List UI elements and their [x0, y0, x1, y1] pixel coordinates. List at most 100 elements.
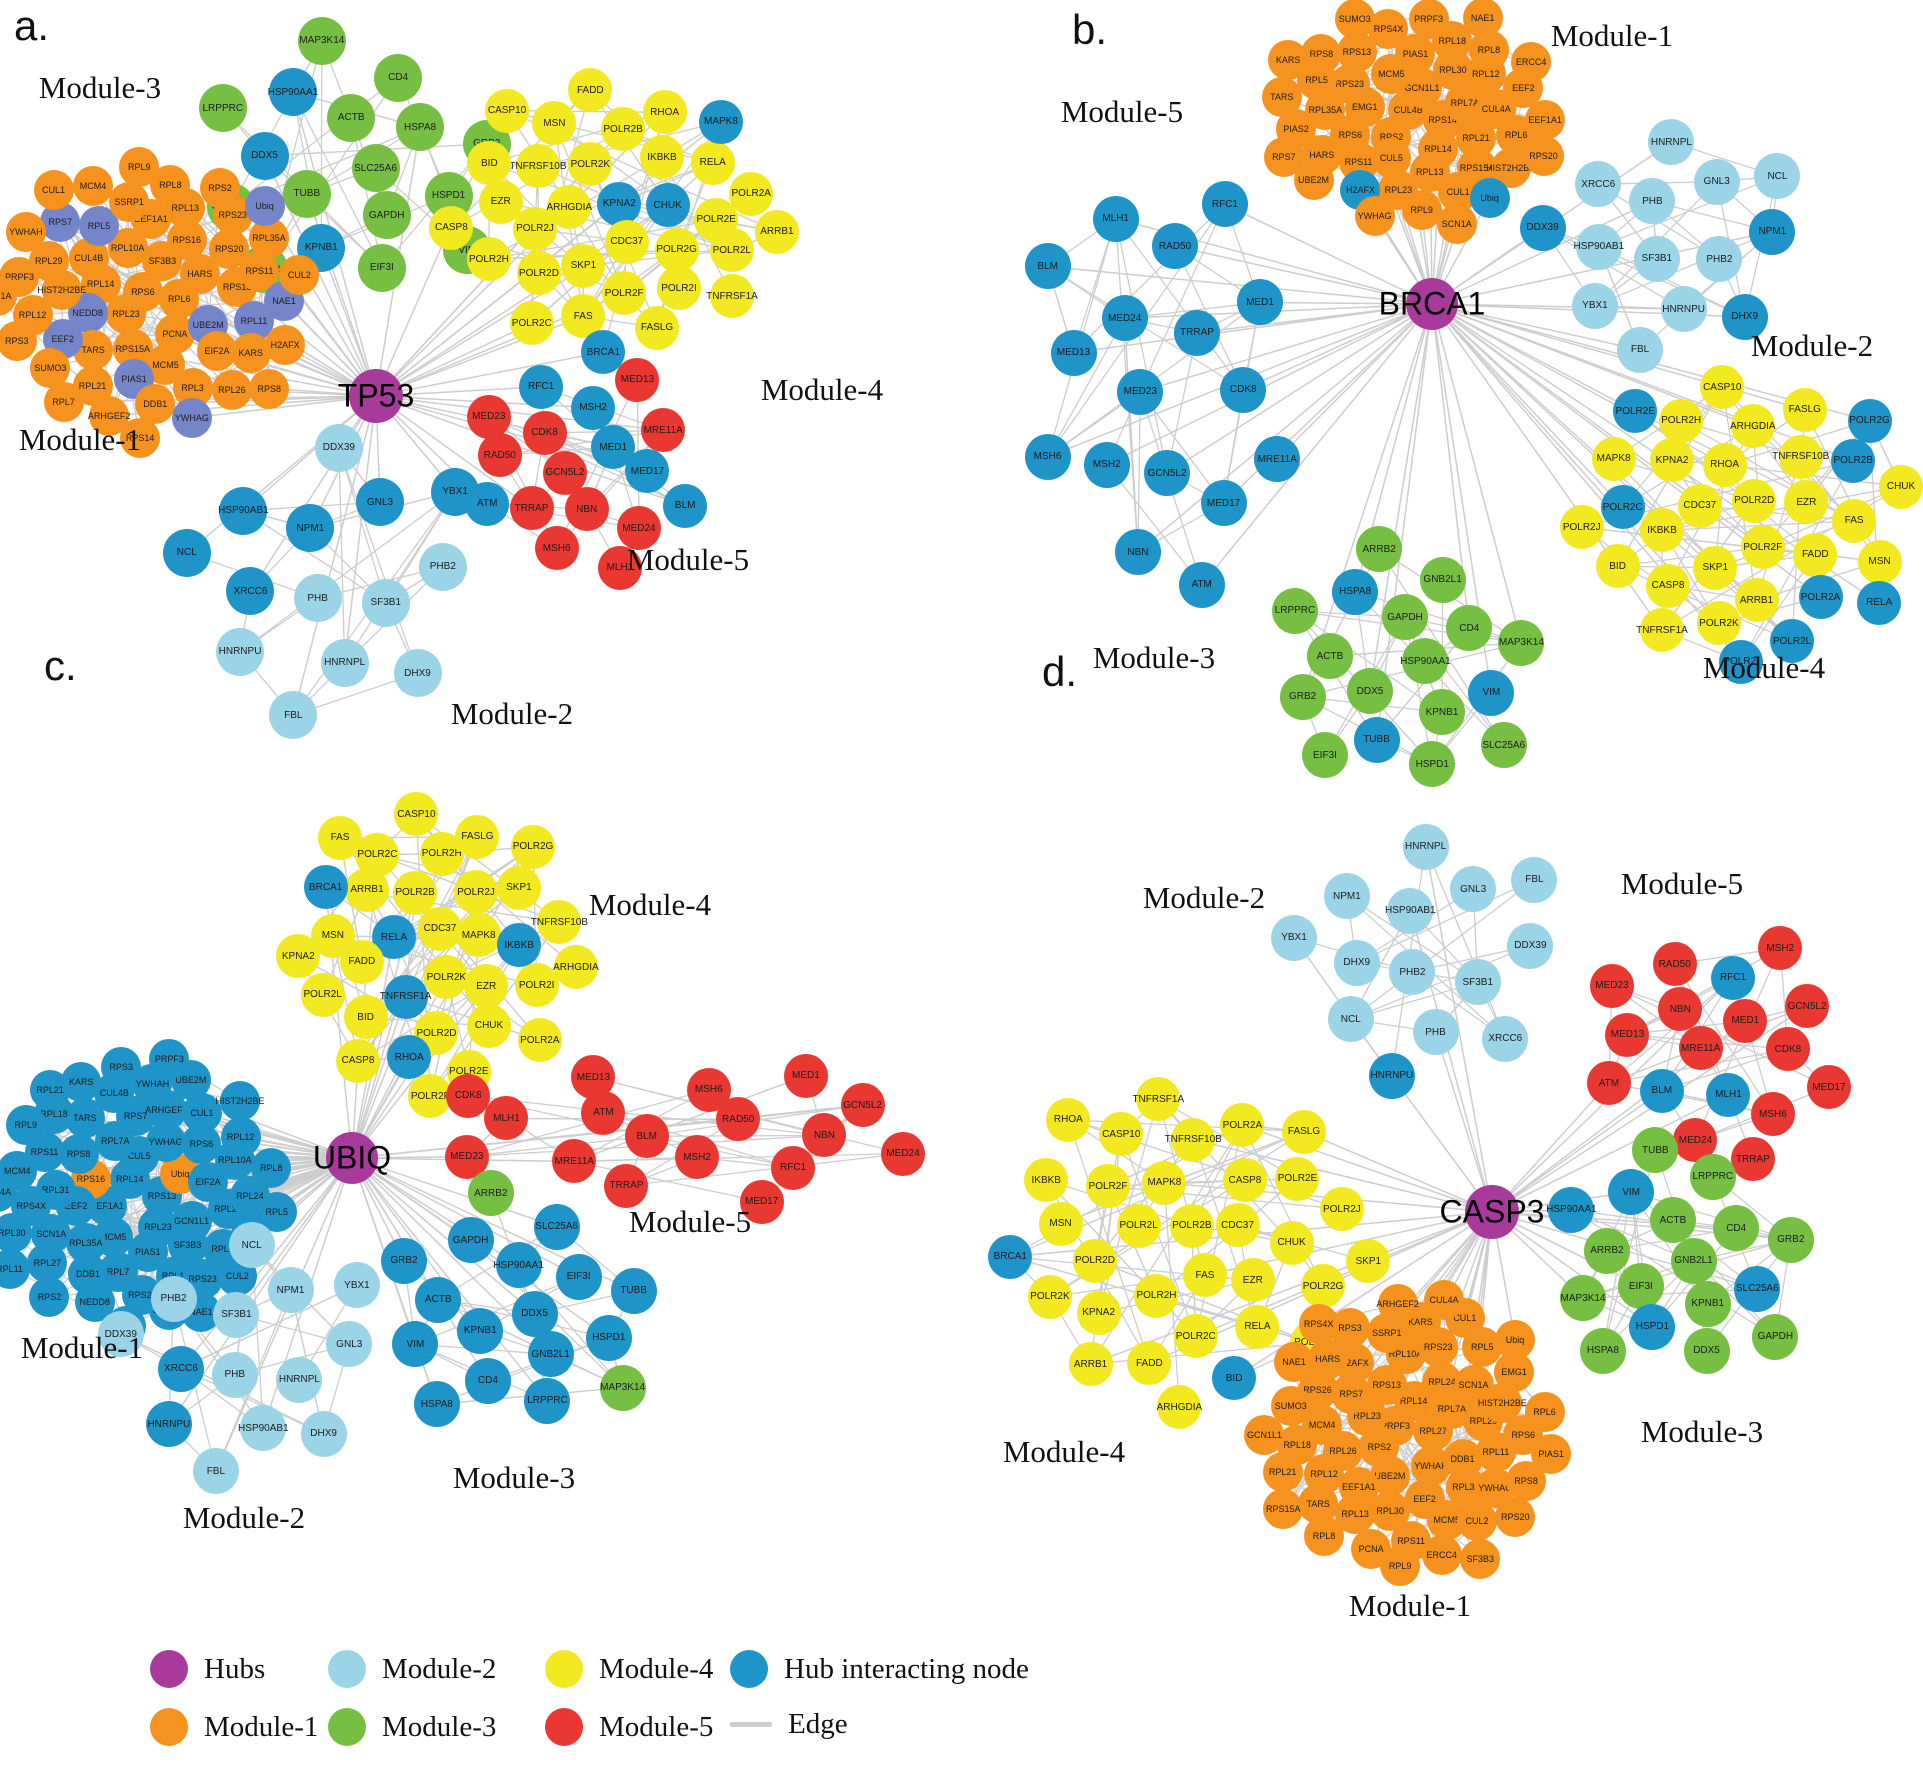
node-TRRAP[interactable]: TRRAP: [509, 486, 554, 531]
node-BLM[interactable]: BLM: [624, 1114, 669, 1159]
node-POLR2H[interactable]: POLR2H: [466, 237, 511, 282]
node-EZR[interactable]: EZR: [478, 179, 523, 224]
node-IKBKB[interactable]: IKBKB: [497, 923, 542, 968]
node-DHX9[interactable]: DHX9: [300, 1410, 347, 1457]
node-HNRNPU[interactable]: HNRNPU: [1368, 1052, 1415, 1099]
node-HIST2H2BE[interactable]: HIST2H2BE: [215, 1080, 265, 1121]
node-POLR2A[interactable]: POLR2A: [1798, 575, 1843, 620]
node-GNB2L1[interactable]: GNB2L1: [1419, 556, 1466, 603]
node-CHUK[interactable]: CHUK: [1879, 464, 1923, 509]
node-SLC25A6[interactable]: SLC25A6: [351, 144, 400, 193]
node-NPM1[interactable]: NPM1: [1749, 208, 1796, 255]
node-TRRAP[interactable]: TRRAP: [1173, 309, 1220, 356]
node-TUBB[interactable]: TUBB: [610, 1267, 657, 1314]
node-NPM1[interactable]: NPM1: [267, 1267, 314, 1314]
node-POLR2D[interactable]: POLR2D: [1732, 478, 1777, 523]
node-FAS[interactable]: FAS: [1832, 498, 1877, 543]
node-YWHAG[interactable]: YWHAG: [1354, 196, 1395, 237]
node-HNRNPL[interactable]: HNRNPL: [320, 638, 369, 687]
node-MCM4[interactable]: MCM4: [73, 166, 114, 207]
node-FASLG[interactable]: FASLG: [1782, 387, 1827, 432]
node-TRRAP[interactable]: TRRAP: [1730, 1137, 1775, 1182]
node-TNFRSF1A[interactable]: TNFRSF1A: [380, 974, 431, 1019]
node-CASP8[interactable]: CASP8: [1646, 563, 1691, 608]
node-YWHAH[interactable]: YWHAH: [5, 211, 46, 252]
node-POLR2L[interactable]: POLR2L: [1116, 1203, 1161, 1248]
node-RELA[interactable]: RELA: [690, 140, 735, 185]
node-MED1[interactable]: MED1: [783, 1053, 828, 1098]
node-MSH6[interactable]: MSH6: [1024, 433, 1071, 480]
node-HSPA8[interactable]: HSPA8: [1579, 1327, 1626, 1374]
node-PHB[interactable]: PHB: [1412, 1009, 1459, 1056]
node-ATM[interactable]: ATM: [1586, 1061, 1631, 1106]
node-ARRB2[interactable]: ARRB2: [1356, 526, 1403, 573]
node-CDK8[interactable]: CDK8: [522, 410, 567, 455]
node-VIM[interactable]: VIM: [1468, 669, 1515, 716]
node-POLR2G[interactable]: POLR2G: [511, 824, 556, 869]
node-CDK8[interactable]: CDK8: [1765, 1027, 1810, 1072]
node-DDX5[interactable]: DDX5: [511, 1290, 558, 1337]
node-MRE11A[interactable]: MRE11A: [1678, 1026, 1723, 1071]
node-ATM[interactable]: ATM: [1178, 561, 1225, 608]
node-GAPDH[interactable]: GAPDH: [1382, 594, 1428, 641]
node-LRPPRC[interactable]: LRPPRC: [1689, 1153, 1736, 1200]
hub-node-UBIQ[interactable]: [326, 1132, 378, 1184]
node-MSH6[interactable]: MSH6: [1750, 1092, 1795, 1137]
node-MED23[interactable]: MED23: [1117, 368, 1164, 415]
node-CASP8[interactable]: CASP8: [1222, 1158, 1267, 1203]
node-MSH6[interactable]: MSH6: [686, 1067, 731, 1112]
node-POLR2A[interactable]: POLR2A: [517, 1018, 562, 1063]
node-TUBB[interactable]: TUBB: [1353, 716, 1400, 763]
node-MAP3K14[interactable]: MAP3K14: [297, 16, 346, 65]
node-SF3B1[interactable]: SF3B1: [361, 578, 410, 627]
node-SF3B3[interactable]: SF3B3: [1460, 1538, 1501, 1579]
node-SCN1A[interactable]: SCN1A: [1436, 204, 1477, 245]
node-BLM[interactable]: BLM: [663, 483, 708, 528]
node-FAS[interactable]: FAS: [318, 815, 363, 860]
node-HSP90AB1[interactable]: HSP90AB1: [1574, 223, 1624, 270]
node-PRPF3[interactable]: PRPF3: [1408, 0, 1449, 40]
node-GCN5L2[interactable]: GCN5L2: [1144, 450, 1191, 497]
node-SF3B1[interactable]: SF3B1: [1633, 235, 1680, 282]
node-CDC37[interactable]: CDC37: [1215, 1203, 1260, 1248]
node-HNRNPU[interactable]: HNRNPU: [1660, 286, 1707, 333]
node-BID[interactable]: BID: [1212, 1356, 1257, 1401]
node-EZR[interactable]: EZR: [1230, 1258, 1275, 1303]
node-FBL[interactable]: FBL: [269, 691, 318, 740]
node-SF3B1[interactable]: SF3B1: [213, 1291, 260, 1338]
node-GNB2L1[interactable]: GNB2L1: [1670, 1237, 1717, 1284]
node-MED13[interactable]: MED13: [1050, 329, 1097, 376]
node-POLR2F[interactable]: POLR2F: [1086, 1164, 1130, 1209]
node-RPL21[interactable]: RPL21: [30, 1069, 71, 1110]
node-PHB2[interactable]: PHB2: [418, 542, 467, 591]
node-KPNA2[interactable]: KPNA2: [1076, 1290, 1121, 1335]
node-GNB2L1[interactable]: GNB2L1: [527, 1331, 574, 1378]
node-TNFRSF10B[interactable]: TNFRSF10B: [1772, 434, 1829, 479]
node-MAPK8[interactable]: MAPK8: [1591, 436, 1636, 481]
node-POLR2H[interactable]: POLR2H: [1659, 398, 1704, 443]
node-POLR2I[interactable]: POLR2I: [514, 963, 559, 1008]
node-NCL[interactable]: NCL: [228, 1222, 275, 1269]
node-CUL4A[interactable]: CUL4A: [1424, 1279, 1465, 1320]
hub-node-CASP3[interactable]: [1465, 1185, 1519, 1239]
node-CDC37[interactable]: CDC37: [1677, 483, 1722, 528]
node-RPS8[interactable]: RPS8: [249, 368, 290, 409]
node-FASLG[interactable]: FASLG: [1282, 1109, 1327, 1154]
node-FASLG[interactable]: FASLG: [455, 814, 500, 859]
node-CASP8[interactable]: CASP8: [336, 1038, 381, 1083]
node-MAP3K14[interactable]: MAP3K14: [599, 1364, 646, 1411]
node-MSN[interactable]: MSN: [1857, 539, 1902, 584]
node-CHUK[interactable]: CHUK: [467, 1003, 512, 1048]
node-BID[interactable]: BID: [343, 995, 388, 1040]
node-HSPD1[interactable]: HSPD1: [585, 1314, 632, 1361]
node-MSH2[interactable]: MSH2: [571, 385, 616, 430]
node-ARHGEF2[interactable]: ARHGEF2: [1376, 1283, 1419, 1324]
node-HSP90AB1[interactable]: HSP90AB1: [218, 486, 269, 535]
node-RFC1[interactable]: RFC1: [1711, 955, 1756, 1000]
node-RPS7[interactable]: RPS7: [1263, 137, 1304, 178]
node-EIF3I[interactable]: EIF3I: [1617, 1263, 1664, 1310]
node-POLR2B[interactable]: POLR2B: [1831, 438, 1876, 483]
node-POLR2L[interactable]: POLR2L: [300, 972, 345, 1017]
node-POLR2K[interactable]: POLR2K: [1696, 601, 1741, 646]
node-FBL[interactable]: FBL: [1617, 326, 1664, 373]
